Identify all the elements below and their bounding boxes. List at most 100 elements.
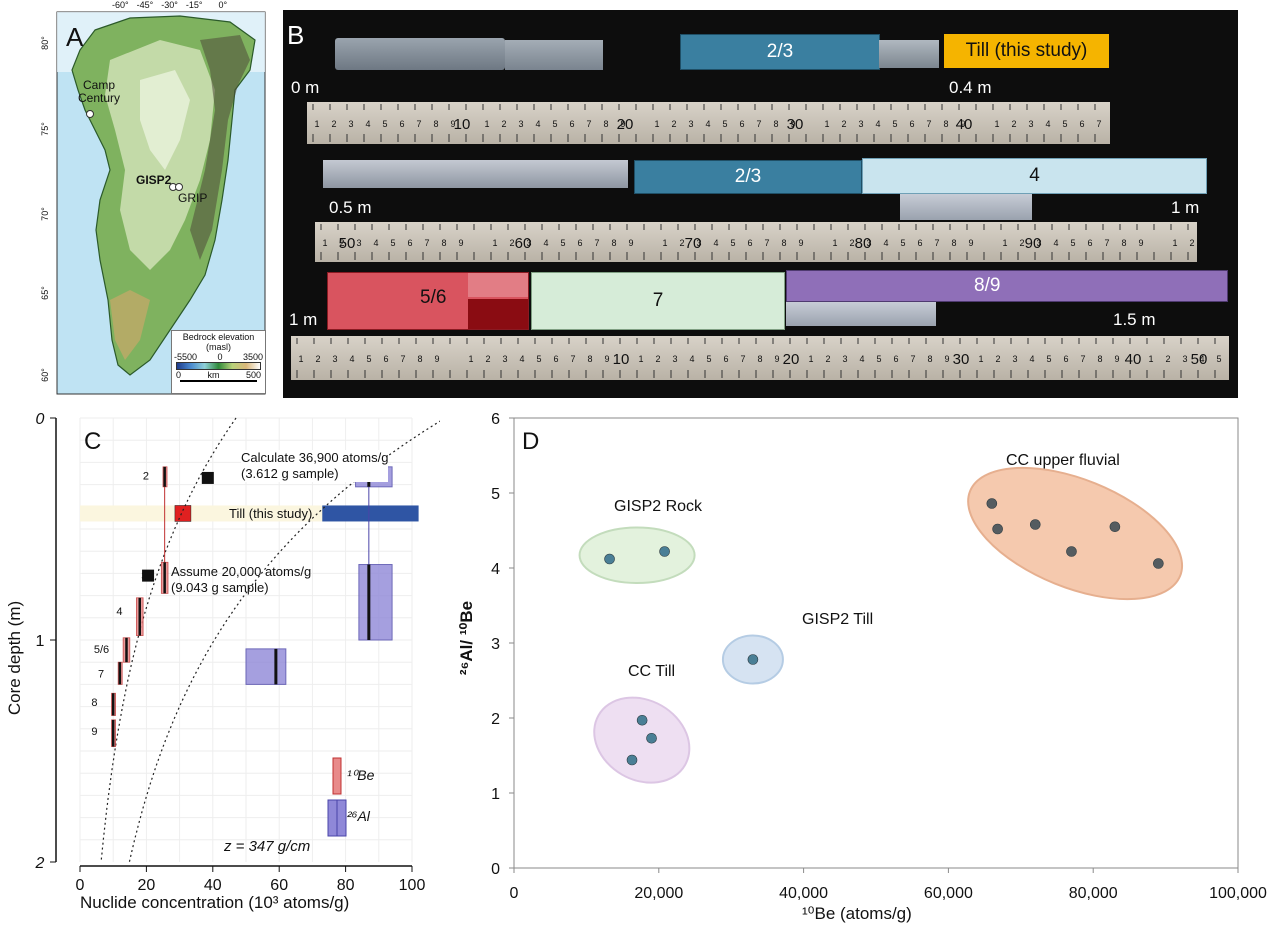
- y-tick-label: 2: [491, 711, 500, 728]
- grip-label: GRIP: [178, 191, 208, 205]
- legend-min: -5500: [174, 352, 198, 362]
- ruler-digit: 4: [543, 238, 548, 248]
- panel-d-label: D: [522, 428, 540, 455]
- ruler-digit: 4: [859, 354, 864, 364]
- panel-d-x-axis-title: ¹⁰Be (atoms/g): [802, 904, 912, 923]
- core-rock-0: [335, 38, 505, 70]
- lon-labels: -60° -45° -30° -15° 0°: [112, 0, 252, 10]
- ruler-digit: 1: [662, 238, 667, 248]
- ruler-digit: 2: [1189, 238, 1194, 248]
- till-be10-marker: [174, 505, 192, 522]
- scale-bar: [180, 380, 257, 382]
- core-segment-4: 4: [862, 158, 1207, 194]
- panel-c-x-axis-title: Nuclide concentration (10³ atoms/g): [80, 893, 350, 912]
- ruler-digit: 7: [910, 354, 915, 364]
- ruler-digit: 2: [1019, 238, 1024, 248]
- core-segment-8-9: 8/9: [786, 270, 1228, 302]
- data-point: [986, 498, 998, 509]
- ruler-digit: 4: [689, 354, 694, 364]
- ruler-digit: 2: [995, 354, 1000, 364]
- ruler-digit: 7: [1080, 354, 1085, 364]
- assume-annotation: Assume 20,000 atoms/g (9.043 g sample): [171, 564, 312, 595]
- data-point: [636, 714, 648, 726]
- ruler-major-label: 10: [613, 351, 630, 368]
- group-label-gisp2-till: GISP2 Till: [802, 611, 874, 628]
- ruler-digit: 3: [688, 119, 693, 129]
- y-tick-label: 1: [36, 633, 45, 650]
- ruler-digit: 5: [536, 354, 541, 364]
- greenland-map: [56, 11, 266, 395]
- core-segment-2-3b: 2/3: [634, 160, 862, 194]
- segment-label: 5/6: [420, 287, 447, 308]
- panel-d-chart: 0 1 2 3 4 5 6 0 20,000 40,000 60,000 80,000 100,000: [491, 411, 1267, 902]
- ruler-digit: 5: [1070, 238, 1075, 248]
- data-point: [1109, 521, 1121, 533]
- legend-be10-swatch: [332, 757, 342, 795]
- scale-start: 0: [176, 370, 182, 380]
- core-segment-7: 7: [531, 272, 785, 330]
- panel-d: 0 1 2 3 4 5 6 0 20,000 40,000 60,000 80,000 100,000 …: [440, 400, 1273, 932]
- elevation-colorbar: [176, 362, 261, 370]
- ruler-digit: 4: [373, 238, 378, 248]
- ruler-digit: 1: [314, 119, 319, 129]
- lon-label: 0°: [218, 0, 228, 10]
- ruler-digit: 1: [978, 354, 983, 364]
- ruler-digit: 6: [1063, 354, 1068, 364]
- ruler-digit: 5: [366, 354, 371, 364]
- al26-box: [245, 648, 287, 685]
- ruler-digit: 6: [577, 238, 582, 248]
- ruler-digit: 8: [603, 119, 608, 129]
- ruler-digit: 1: [1002, 238, 1007, 248]
- ruler-digit: 3: [518, 119, 523, 129]
- panel-d-y-axis-title: ²⁶Al/ ¹⁰Be: [457, 600, 477, 676]
- lon-label: -60°: [112, 0, 129, 10]
- ruler-digit: 2: [485, 354, 490, 364]
- ruler-digit: 4: [1045, 119, 1050, 129]
- ruler-major-label: 20: [783, 351, 800, 368]
- till-al26-bar: [322, 505, 419, 522]
- plot-area: [513, 417, 1239, 869]
- lat-label: 60°: [39, 368, 50, 382]
- ruler-digit: 8: [587, 354, 592, 364]
- ruler-digit: 1: [832, 238, 837, 248]
- y-tick-label: 3: [491, 636, 500, 653]
- camp-century-label: Camp Century: [78, 78, 121, 105]
- legend-be10-label: ¹⁰Be: [347, 767, 375, 783]
- ruler-3: 1 2 3 4 5 6 7 8 9 1 2 3 4 5 6 7 8 9 1 2 3 4 5 6 7 8 9 1 2 3 4 5 6 7 8 9 1 2 3 4…: [291, 336, 1229, 380]
- elevation-legend: Bedrock elevation (masl) -5500 0 3500 0 …: [171, 330, 266, 394]
- data-point: [992, 523, 1003, 535]
- ruler-digit: 4: [519, 354, 524, 364]
- legend-max: 3500: [242, 352, 263, 362]
- x-tick-label: 80: [337, 877, 355, 894]
- ruler-major-label: 50: [339, 235, 356, 252]
- ruler-digit: 1: [322, 238, 327, 248]
- ruler-3-ticks: 1 2 3 4 5 6 7 8 9 1 2 3 4 5 6 7 8 9 1 2 3 4 5 6 7 8 9 1 2 3 4 5 6 7 8 9 1 2 3 4…: [296, 338, 1222, 378]
- core-rock-5: [786, 302, 936, 326]
- ruler-digit: 4: [1199, 354, 1204, 364]
- ruler-digit: 7: [1104, 238, 1109, 248]
- panel-a: A -60° -45° -30° -15° 0° 80° 75° 70° 65°…: [0, 0, 268, 396]
- ruler-digit: 5: [876, 354, 881, 364]
- ruler-digit: 6: [723, 354, 728, 364]
- panel-b: B 2/3 Till (this study) 0 m 0.4 m 1 2 3 4 5 6…: [283, 10, 1238, 398]
- ruler-digit: 2: [655, 354, 660, 364]
- ruler-digit: 2: [331, 119, 336, 129]
- ruler-digit: 3: [1012, 354, 1017, 364]
- core-segment-2-3: 2/3: [680, 34, 880, 70]
- ruler-digit: 7: [1096, 119, 1101, 129]
- ruler-digit: 2: [671, 119, 676, 129]
- group-label-cc-till: CC Till: [628, 663, 676, 680]
- core-rock-3: [323, 160, 628, 188]
- ruler-digit: 3: [502, 354, 507, 364]
- ruler-digit: 7: [764, 238, 769, 248]
- ruler-digit: 8: [927, 354, 932, 364]
- ruler-major-label: 80: [855, 235, 872, 252]
- y-tick-label: 6: [491, 411, 500, 428]
- ruler-digit: 8: [773, 119, 778, 129]
- ruler-digit: 6: [1079, 119, 1084, 129]
- ruler-digit: 9: [450, 119, 455, 129]
- ruler-digit: 9: [1114, 354, 1119, 364]
- depth-1m-b: 1 m: [289, 310, 318, 329]
- lat-label: 75°: [39, 122, 50, 136]
